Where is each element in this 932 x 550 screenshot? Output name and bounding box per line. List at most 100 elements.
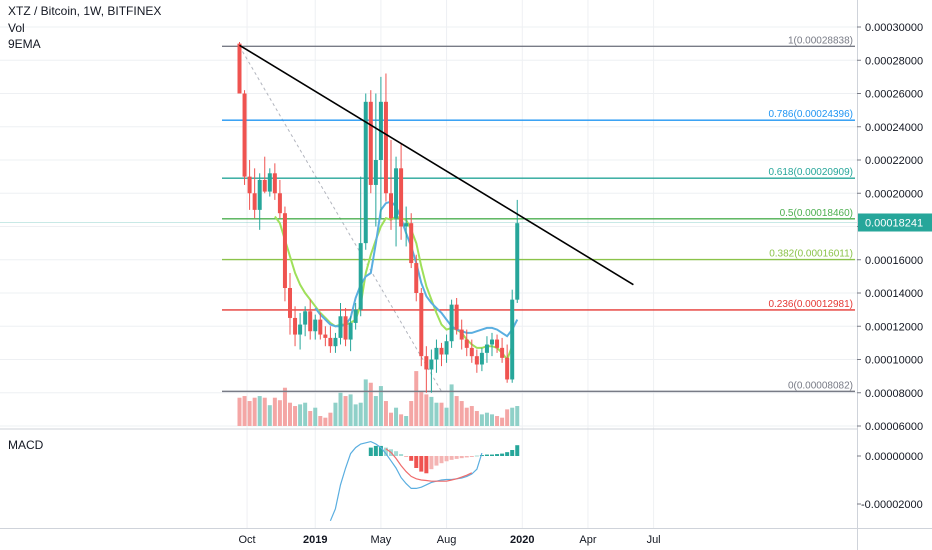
volume-bar — [378, 386, 383, 426]
current-price-badge — [858, 213, 932, 232]
fib-level-label: 0.786(0.00024396) — [768, 109, 853, 120]
fib-retracement[interactable]: 1(0.00028838) 0.786(0.00024396) 0.618(0.00… — [0, 35, 857, 393]
volume-bar — [328, 412, 333, 426]
macd-histogram-bar — [409, 456, 414, 461]
macd-histogram-bar — [434, 456, 439, 466]
price-tick-label: 0.00016000 — [865, 255, 923, 267]
macd-histogram-bar — [454, 456, 459, 459]
volume-bar — [414, 371, 419, 426]
volume-bar — [247, 401, 252, 426]
candle-body — [505, 357, 510, 380]
ema-legend[interactable]: 9EMA — [8, 37, 41, 51]
candle-body — [383, 101, 388, 194]
volume-bar — [389, 412, 393, 426]
volume-bar — [484, 412, 489, 426]
volume-bar — [252, 397, 257, 426]
candle-body — [288, 288, 292, 318]
volume-bar — [454, 396, 459, 426]
volume-bar — [399, 414, 404, 426]
volume-bar — [293, 406, 298, 426]
volume-bar — [469, 406, 474, 426]
volume-bar — [459, 401, 464, 426]
time-tick-label: 2019 — [303, 534, 327, 546]
macd-histogram-bar — [505, 452, 510, 456]
macd-histogram-bar — [368, 447, 373, 456]
volume-layer — [237, 371, 520, 426]
macd-histogram-bar — [394, 451, 399, 456]
macd-histogram-bar — [444, 456, 449, 462]
candle-body — [272, 173, 277, 194]
candle-body — [449, 304, 454, 342]
volume-bar — [363, 379, 368, 426]
candle-body — [454, 304, 459, 330]
volume-bar — [308, 411, 313, 426]
volume-bar — [353, 404, 358, 426]
volume-bar — [242, 396, 247, 426]
volume-bar — [323, 417, 328, 426]
trendline-layer[interactable] — [239, 44, 634, 286]
fib-level-label: 0.236(0.00012981) — [768, 299, 853, 310]
macd-legend[interactable]: MACD — [8, 438, 44, 452]
candle-body — [439, 347, 444, 355]
candle-body — [333, 337, 338, 347]
vol-legend[interactable]: Vol — [8, 21, 25, 35]
candle-body — [414, 263, 419, 293]
candle-body — [262, 179, 267, 192]
volume-bar — [464, 407, 469, 426]
price-tick-label: 0.00030000 — [865, 22, 923, 34]
candle-body — [419, 293, 424, 357]
macd-histogram-bar — [469, 456, 474, 457]
time-tick-label: May — [371, 534, 392, 546]
candle-body — [464, 339, 469, 348]
axis-layer[interactable]: 0.00030000 0.00028000 0.00026000 0.00024000… — [239, 22, 932, 546]
price-tick-label: 0.00022000 — [865, 155, 923, 167]
volume-bar — [313, 407, 318, 426]
volume-bar — [409, 401, 414, 426]
price-tick-label: 0.00014000 — [865, 288, 923, 300]
candle-body — [318, 319, 323, 335]
macd-tick-label: 0.00000000 — [865, 451, 923, 463]
candle-body — [469, 347, 474, 357]
macd-histogram-bar — [419, 456, 424, 472]
volume-bar — [277, 400, 282, 426]
price-tick-label: 0.00006000 — [865, 421, 923, 433]
volume-bar — [257, 396, 262, 426]
volume-bar — [434, 402, 439, 426]
candle-body — [368, 101, 373, 185]
macd-histogram-bar — [510, 450, 515, 456]
candle-body — [444, 341, 449, 355]
candle-body — [484, 344, 489, 353]
macd-histogram-bar — [404, 456, 409, 457]
volume-bar — [318, 416, 323, 426]
symbol-legend[interactable]: XTZ / Bitcoin, 1W, BITFINEX — [8, 4, 162, 18]
current-price-label: 0.00018241 — [865, 217, 923, 229]
macd-histogram-bar — [500, 453, 505, 456]
candle-body — [490, 339, 494, 345]
macd-histogram-bar — [399, 454, 404, 456]
candle-body — [500, 347, 505, 358]
volume-bar — [373, 396, 378, 426]
volume-bar — [338, 392, 343, 426]
macd-histogram-bar — [464, 456, 469, 458]
candle-body — [313, 319, 318, 332]
volume-bar — [358, 402, 363, 426]
ema-fast-line — [274, 215, 514, 362]
volume-bar — [288, 402, 292, 426]
candle-body — [474, 356, 479, 365]
candle-body — [247, 176, 252, 194]
fib-level-label: 1(0.00028838) — [788, 35, 853, 46]
candle-body — [409, 223, 414, 264]
candle-body — [277, 193, 282, 214]
macd-histogram-bar — [429, 456, 434, 470]
volume-bar — [500, 417, 505, 426]
macd-tick-label: -0.00002000 — [861, 499, 923, 511]
candle-body — [495, 339, 500, 348]
candle-body — [389, 193, 393, 219]
fib-level-label: 0.382(0.00016011) — [769, 249, 853, 260]
candle-body — [434, 347, 439, 360]
volume-bar — [419, 391, 424, 426]
volume-bar — [237, 397, 242, 426]
candle-body — [358, 243, 363, 310]
